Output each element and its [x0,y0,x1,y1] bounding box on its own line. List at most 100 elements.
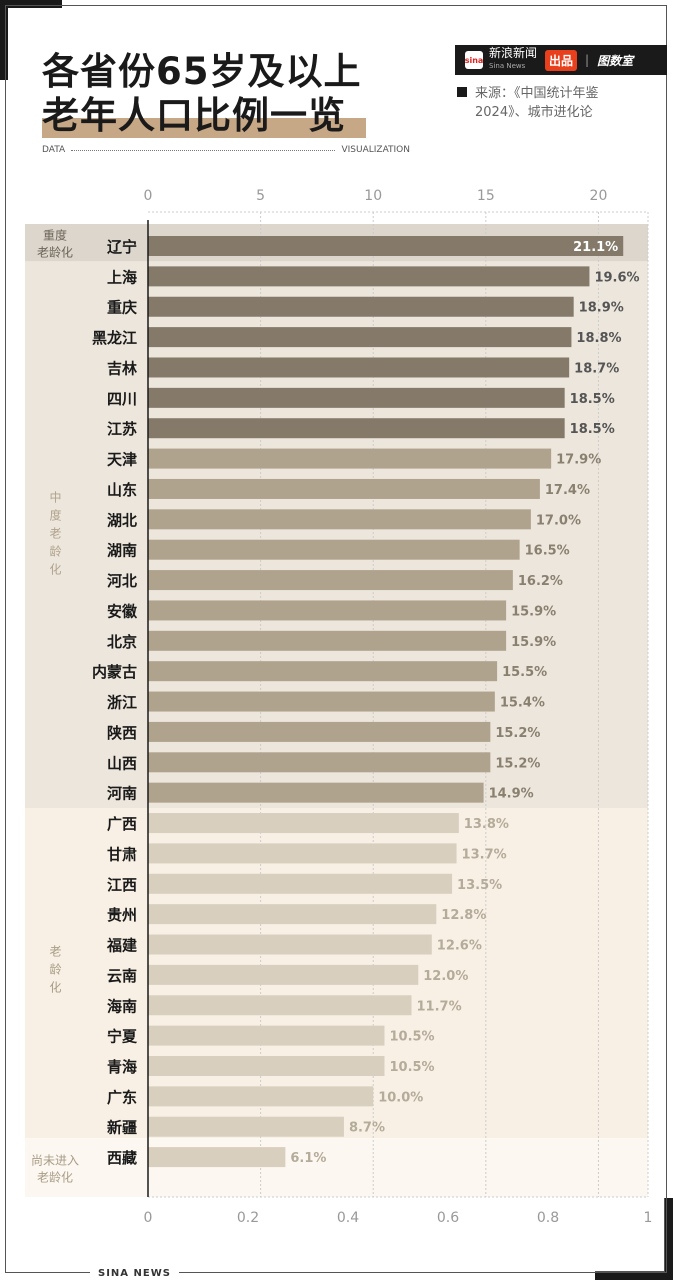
corner-decoration [0,0,62,80]
group-label: 重度 [43,228,67,243]
group-band-moderate [25,261,648,809]
value-label: 10.5% [389,1060,434,1075]
value-label: 15.2% [495,756,540,771]
bar-福建 [148,934,432,955]
bar-宁夏 [148,1025,385,1046]
bar-湖南 [148,539,520,560]
bar-江苏 [148,418,565,439]
bar-河北 [148,570,513,591]
title-line-1: 各省份65岁及以上 [42,50,362,93]
bar-天津 [148,448,552,469]
title-highlight [42,118,366,138]
province-label: 广东 [107,1088,137,1106]
province-label: 重庆 [107,299,137,317]
group-label: 老龄化 [37,246,73,260]
bottom-tick-label: 1 [644,1210,653,1226]
province-label: 北京 [107,633,137,651]
value-label: 17.4% [545,483,590,498]
group-label-aging: 老龄化 [48,945,62,999]
province-label: 江苏 [107,420,137,438]
value-label: 12.8% [441,908,486,923]
top-tick-label: 5 [256,188,265,204]
value-label: 13.8% [464,817,509,832]
bar-云南 [148,964,419,985]
value-label: 13.7% [462,847,507,862]
frame [5,5,667,1273]
province-label: 陕西 [107,724,137,742]
page-title: 各省份65岁及以上 老年人口比例一览 [42,50,362,138]
value-label: 15.2% [495,726,540,741]
province-label: 江西 [107,876,137,894]
value-label: 15.9% [511,604,556,619]
bar-重庆 [148,296,574,317]
province-label: 湖南 [107,542,137,560]
province-label: 新疆 [107,1119,137,1137]
viz-label: VISUALIZATION [341,145,410,155]
province-label: 吉林 [107,359,138,377]
province-label: 内蒙古 [92,663,137,681]
bar-安徽 [148,600,507,621]
province-label: 黑龙江 [92,329,137,347]
bottom-tick-label: 0.8 [537,1210,559,1226]
group-label-moderate: 中度老龄化 [48,491,62,581]
province-label: 安徽 [107,602,138,620]
bottom-tick-label: 0 [144,1210,153,1226]
bar-山东 [148,478,540,499]
value-label: 15.5% [502,665,547,680]
data-label: DATA [42,145,66,155]
value-label: 16.2% [518,574,563,589]
bar-甘肃 [148,843,457,864]
produced-badge: 出品 [545,49,578,71]
bar-河南 [148,782,484,803]
value-label: 10.0% [378,1090,423,1105]
bottom-tick-label: 0.2 [237,1210,259,1226]
value-label: 17.0% [536,513,581,528]
bar-贵州 [148,904,437,925]
value-label: 12.0% [423,969,468,984]
corner-decoration [595,1198,673,1280]
province-label: 山东 [107,481,137,499]
group-band-not_aging [25,1138,648,1197]
value-label: 12.6% [437,939,482,954]
bar-黑龙江 [148,327,572,348]
value-label: 8.7% [349,1121,385,1136]
bottom-tick-label: 0.6 [437,1210,459,1226]
province-label: 四川 [107,390,137,408]
value-label: 15.4% [500,696,545,711]
province-label: 广西 [107,815,137,833]
bar-陕西 [148,721,491,742]
value-label: 18.8% [576,331,621,346]
bar-内蒙古 [148,661,498,682]
title-line-2: 老年人口比例一览 [42,94,346,137]
value-label: 18.9% [579,301,624,316]
province-label: 福建 [106,937,138,955]
bar-江西 [148,873,453,894]
province-label: 贵州 [107,906,137,924]
group-label: 老龄化 [37,1171,73,1185]
province-label: 青海 [107,1058,137,1076]
bar-广西 [148,813,459,834]
value-label: 10.5% [389,1030,434,1045]
province-label: 河北 [107,572,137,590]
top-tick-label: 0 [144,188,153,204]
bottom-tick-label: 0.4 [337,1210,359,1226]
value-label: 13.5% [457,878,502,893]
value-label: 18.5% [570,422,615,437]
group-label: 尚未进入 [31,1154,79,1168]
bar-海南 [148,995,412,1016]
province-label: 宁夏 [107,1028,138,1046]
footer-label: SINA NEWS [90,1268,179,1279]
province-label: 云南 [107,967,137,985]
value-label: 15.9% [511,635,556,650]
bar-四川 [148,387,565,408]
value-label: 18.5% [570,392,615,407]
province-label: 浙江 [107,694,137,712]
province-label: 海南 [107,997,137,1015]
data-visualization-line: DATA VISUALIZATION [42,145,410,155]
bar-新疆 [148,1116,344,1137]
value-label: 17.9% [556,453,601,468]
bar-浙江 [148,691,495,712]
bar-辽宁 [148,236,624,256]
province-label: 山西 [107,754,137,772]
